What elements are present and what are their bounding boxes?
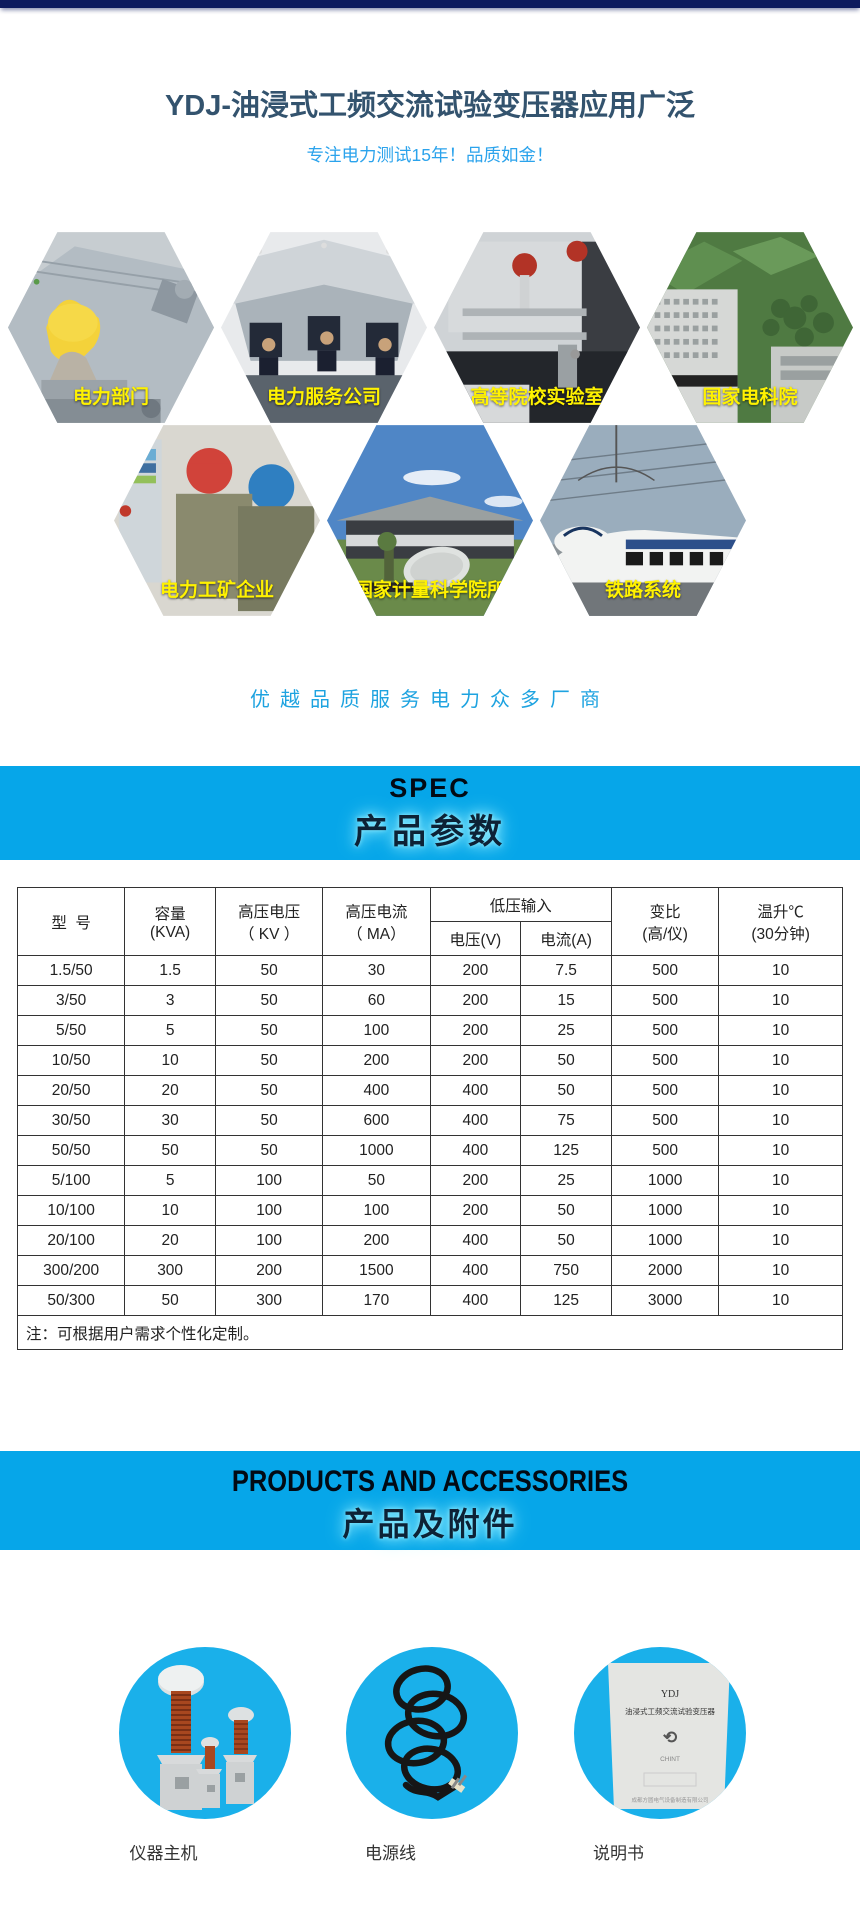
- svg-text:YDJ: YDJ: [661, 1689, 679, 1700]
- svg-text:油浸式工频交流试验变压器: 油浸式工频交流试验变压器: [625, 1706, 715, 1716]
- svg-text:⟲: ⟲: [663, 1728, 678, 1747]
- svg-text:CHINT: CHINT: [660, 1756, 680, 1763]
- svg-text:成都方圆电气设备制造有限公司: 成都方圆电气设备制造有限公司: [631, 1796, 708, 1804]
